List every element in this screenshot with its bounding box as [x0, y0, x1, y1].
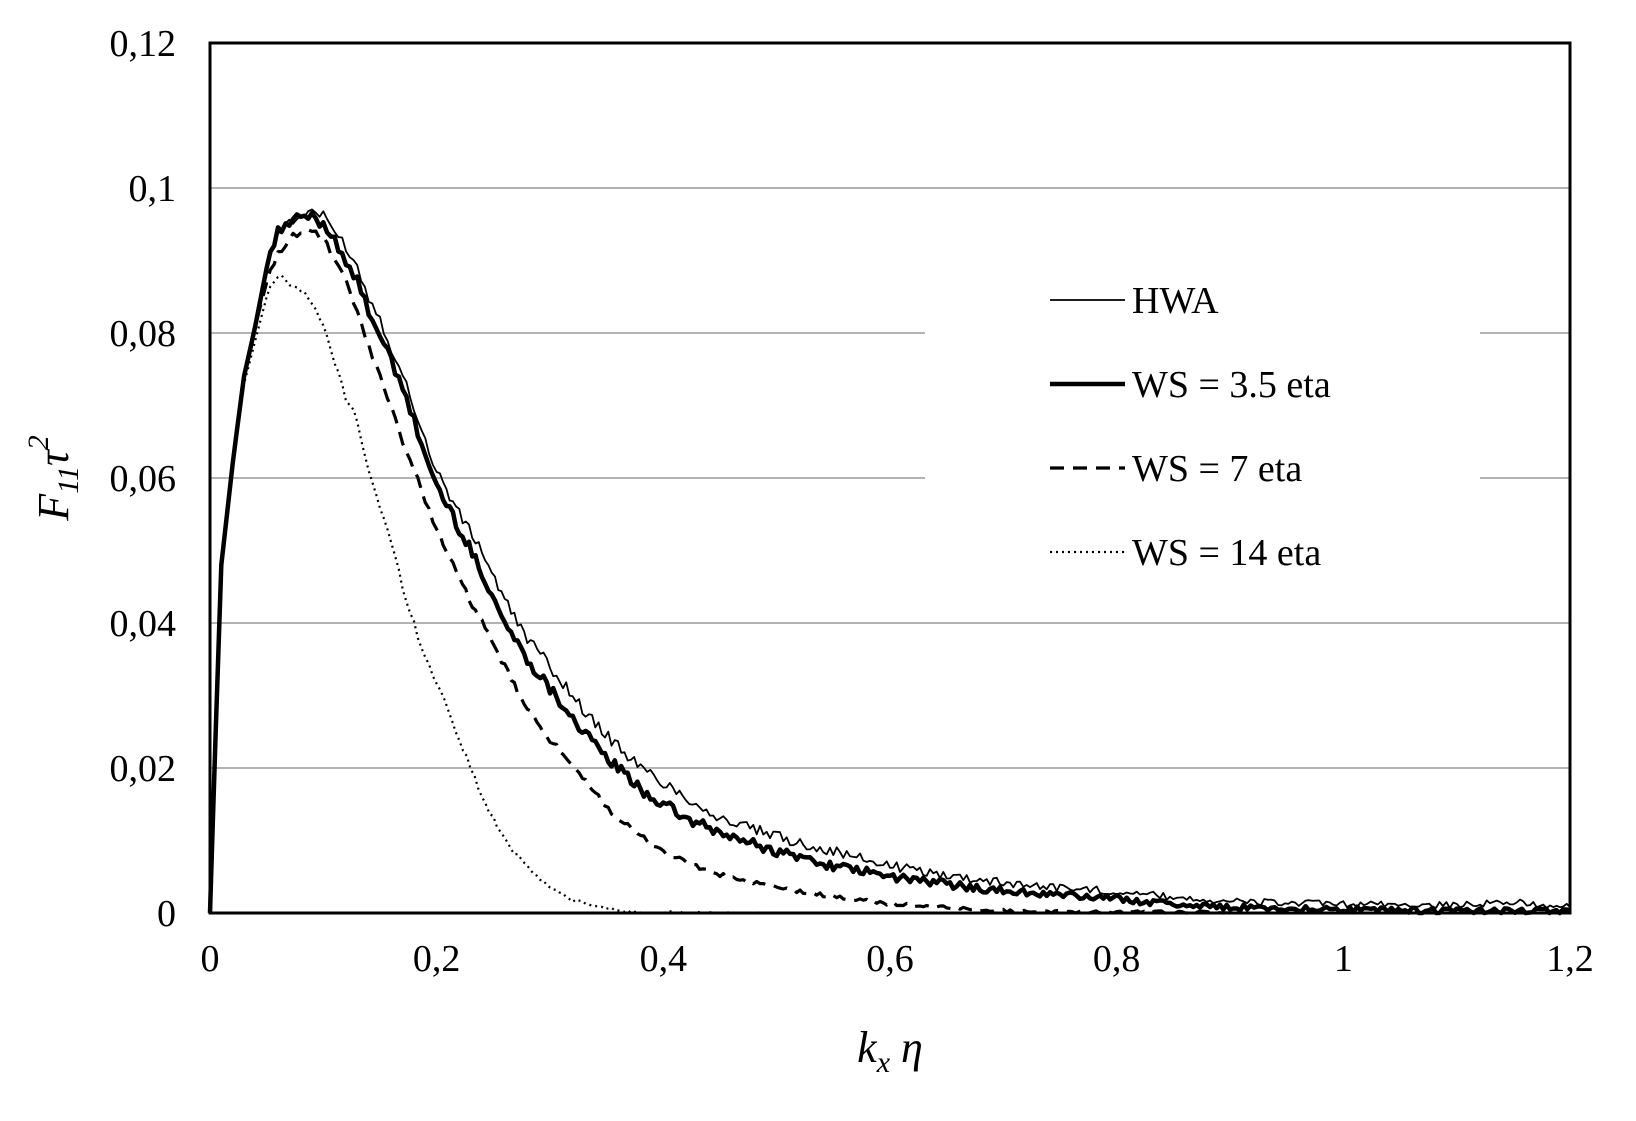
y-tick-label: 0,12: [110, 23, 177, 65]
plot-frame: [208, 41, 1572, 915]
x-tick-label: 1: [1334, 938, 1353, 980]
x-tick-label: 0,8: [1093, 938, 1141, 980]
tick-labels: 0 0,02 0,04 0,06 0,08 0,1 0,12 0 0,2 0,4 0,6 0,8 1 1,…: [110, 23, 1594, 980]
y-tick-label: 0,1: [129, 168, 177, 210]
x-tick-label: 0: [201, 938, 220, 980]
x-axis-title: kx η: [857, 1023, 923, 1079]
series-line-0: [209, 208, 1571, 914]
legend-label-3: WS = 14 eta: [1132, 532, 1321, 574]
y-tick-label: 0,02: [110, 748, 177, 790]
x-tick-label: 1,2: [1546, 938, 1594, 980]
legend-label-0: HWA: [1132, 280, 1219, 322]
legend-label-2: WS = 7 eta: [1132, 448, 1302, 490]
x-tick-label: 0,6: [866, 938, 914, 980]
x-tick-label: 0,2: [413, 938, 461, 980]
y-tick-label: 0: [157, 893, 176, 935]
legend-background: [925, 255, 1480, 585]
y-tick-label: 0,08: [110, 313, 177, 355]
legend-label-1: WS = 3.5 eta: [1132, 364, 1331, 406]
series-line-2: [208, 228, 1231, 915]
y-tick-label: 0,04: [110, 603, 177, 645]
legend: HWA WS = 3.5 eta WS = 7 eta WS = 14 eta: [1050, 280, 1331, 574]
y-tick-label: 0,06: [110, 458, 177, 500]
y-axis-title: F11τ2: [22, 435, 85, 521]
x-tick-label: 0,4: [640, 938, 688, 980]
